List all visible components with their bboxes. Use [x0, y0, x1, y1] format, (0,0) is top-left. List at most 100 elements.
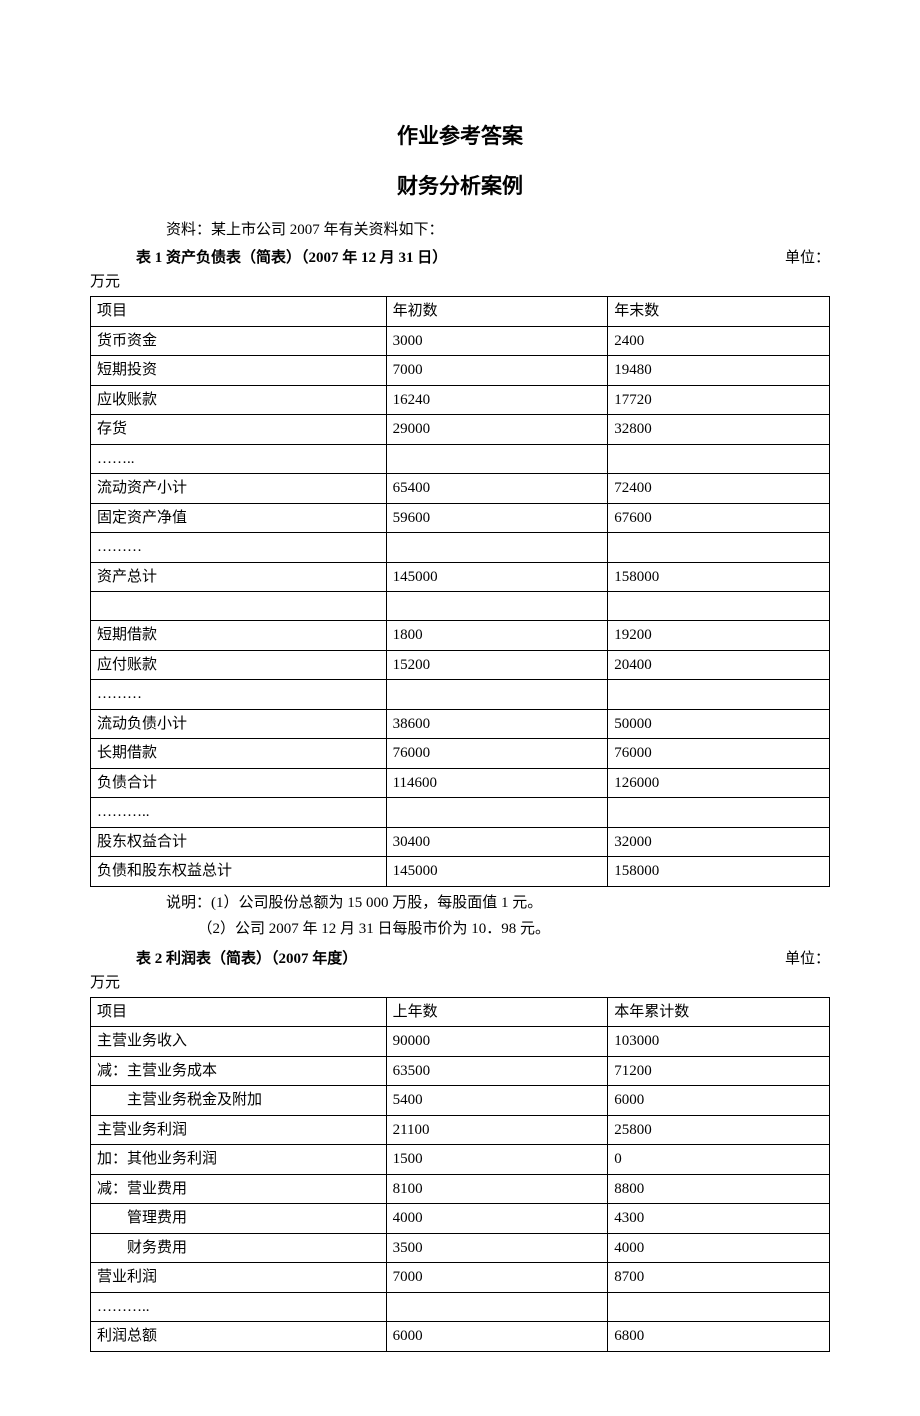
table-cell: 资产总计: [91, 562, 387, 592]
table-cell: 32000: [608, 827, 830, 857]
table-cell: 7000: [386, 356, 608, 386]
table-row: 货币资金30002400: [91, 326, 830, 356]
table-cell: 145000: [386, 562, 608, 592]
table-row: 主营业务收入90000103000: [91, 1027, 830, 1057]
table-row: 负债合计114600126000: [91, 768, 830, 798]
table-cell: 应收账款: [91, 385, 387, 415]
table-cell: 减：主营业务成本: [91, 1056, 387, 1086]
table-cell: 1800: [386, 621, 608, 651]
table-row: 资产总计145000158000: [91, 562, 830, 592]
table-cell: 6000: [608, 1086, 830, 1116]
table-cell: 营业利润: [91, 1263, 387, 1293]
table-cell: 38600: [386, 709, 608, 739]
table-row: 减：主营业务成本6350071200: [91, 1056, 830, 1086]
table-cell: 利润总额: [91, 1322, 387, 1352]
table2-caption: 表 2 利润表（简表）（2007 年度）: [136, 947, 357, 971]
table-cell: 19200: [608, 621, 830, 651]
table-row: 管理费用40004300: [91, 1204, 830, 1234]
table-cell: 长期借款: [91, 739, 387, 769]
table-row: 流动负债小计3860050000: [91, 709, 830, 739]
table-cell: 加：其他业务利润: [91, 1145, 387, 1175]
table-row: 流动资产小计6540072400: [91, 474, 830, 504]
table-cell: 货币资金: [91, 326, 387, 356]
table-row: 营业利润70008700: [91, 1263, 830, 1293]
table-cell: 主营业务利润: [91, 1115, 387, 1145]
table-cell: 114600: [386, 768, 608, 798]
table-cell: 0: [608, 1145, 830, 1175]
table-cell: 20400: [608, 650, 830, 680]
table-header-cell: 年末数: [608, 297, 830, 327]
table-cell: 65400: [386, 474, 608, 504]
table-header-cell: 本年累计数: [608, 997, 830, 1027]
table1-unit-label: 单位：: [785, 246, 830, 270]
table-header-cell: 年初数: [386, 297, 608, 327]
table-header-cell: 项目: [91, 297, 387, 327]
table-cell: 负债合计: [91, 768, 387, 798]
table-cell: 30400: [386, 827, 608, 857]
table-cell: 负债和股东权益总计: [91, 857, 387, 887]
table-cell: 减：营业费用: [91, 1174, 387, 1204]
table-row: 加：其他业务利润15000: [91, 1145, 830, 1175]
table-cell: 4000: [608, 1233, 830, 1263]
table2-unit-label: 单位：: [785, 947, 830, 971]
table-cell: 50000: [608, 709, 830, 739]
page-subtitle: 财务分析案例: [90, 170, 830, 200]
table-cell: 76000: [608, 739, 830, 769]
table-cell: 4000: [386, 1204, 608, 1234]
table-header-cell: 项目: [91, 997, 387, 1027]
table-row: 短期借款180019200: [91, 621, 830, 651]
table-cell: [386, 592, 608, 621]
table-row: 应付账款1520020400: [91, 650, 830, 680]
table-row: 股东权益合计3040032000: [91, 827, 830, 857]
table-row: 长期借款7600076000: [91, 739, 830, 769]
table-row: ………: [91, 680, 830, 710]
table-cell: 1500: [386, 1145, 608, 1175]
table-cell: 59600: [386, 503, 608, 533]
table-cell: 管理费用: [91, 1204, 387, 1234]
table-row: 主营业务税金及附加54006000: [91, 1086, 830, 1116]
table-cell: 103000: [608, 1027, 830, 1057]
table-cell: ……..: [91, 444, 387, 474]
table-cell: 3000: [386, 326, 608, 356]
table1: 项目年初数年末数货币资金30002400短期投资700019480应收账款162…: [90, 296, 830, 887]
table-cell: 流动负债小计: [91, 709, 387, 739]
table2-unit-value: 万元: [90, 971, 830, 995]
table-cell: 32800: [608, 415, 830, 445]
page-container: 作业参考答案 财务分析案例 资料：某上市公司 2007 年有关资料如下： 表 1…: [0, 0, 920, 1416]
table-cell: 应付账款: [91, 650, 387, 680]
table-cell: [608, 680, 830, 710]
table-row: [91, 592, 830, 621]
table-cell: 126000: [608, 768, 830, 798]
table-cell: [608, 444, 830, 474]
table-cell: [386, 444, 608, 474]
table-cell: 8800: [608, 1174, 830, 1204]
table-cell: [386, 798, 608, 828]
table-cell: 67600: [608, 503, 830, 533]
table-cell: ………..: [91, 1292, 387, 1322]
table-cell: 财务费用: [91, 1233, 387, 1263]
table-cell: [91, 592, 387, 621]
table-cell: 6800: [608, 1322, 830, 1352]
table-row: 固定资产净值5960067600: [91, 503, 830, 533]
table1-unit-value: 万元: [90, 270, 830, 294]
table-row: 负债和股东权益总计145000158000: [91, 857, 830, 887]
table-cell: 固定资产净值: [91, 503, 387, 533]
table-cell: 15200: [386, 650, 608, 680]
table-row: ………..: [91, 798, 830, 828]
note2: （2）公司 2007 年 12 月 31 日每股市价为 10．98 元。: [136, 917, 830, 941]
table-row: 短期投资700019480: [91, 356, 830, 386]
table-cell: ………: [91, 533, 387, 563]
table-row: 主营业务利润2110025800: [91, 1115, 830, 1145]
table-cell: 19480: [608, 356, 830, 386]
table-cell: [386, 533, 608, 563]
table-cell: 4300: [608, 1204, 830, 1234]
table-cell: 7000: [386, 1263, 608, 1293]
page-title: 作业参考答案: [90, 120, 830, 150]
table-cell: 158000: [608, 562, 830, 592]
table-row: ………..: [91, 1292, 830, 1322]
table-cell: 2400: [608, 326, 830, 356]
table-cell: 145000: [386, 857, 608, 887]
table-cell: 76000: [386, 739, 608, 769]
table-cell: 8100: [386, 1174, 608, 1204]
table1-caption: 表 1 资产负债表（简表）（2007 年 12 月 31 日）: [136, 246, 447, 270]
